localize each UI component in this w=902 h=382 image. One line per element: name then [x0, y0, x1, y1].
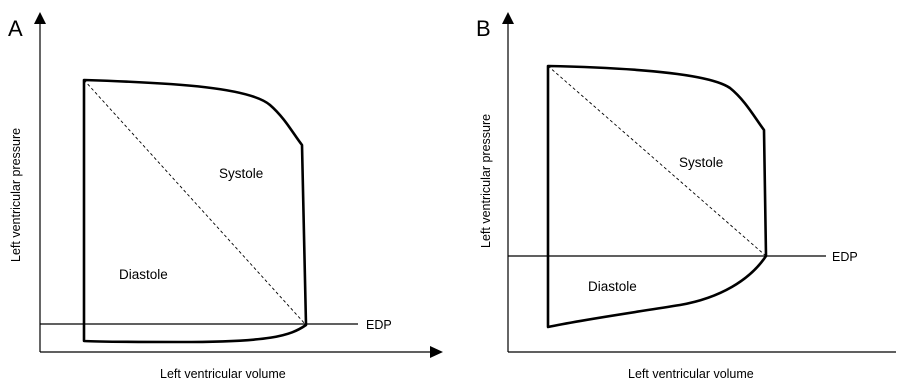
panel-b-pv-loop	[546, 64, 768, 329]
panel-a-edp-label: EDP	[366, 318, 392, 332]
panel-b-x-axis-title: Left ventricular volume	[628, 367, 754, 381]
panel-a-pv-loop	[82, 78, 308, 344]
panel-b-edp-label: EDP	[832, 250, 858, 264]
panel-a-x-axis-title: Left ventricular volume	[160, 367, 286, 381]
panel-a: A EDP Systole Diastole Left ventricular …	[8, 12, 443, 381]
panel-b-systole-label: Systole	[679, 155, 723, 170]
panel-b-diastole-label: Diastole	[588, 279, 637, 294]
panel-b-y-axis-arrow	[502, 12, 514, 24]
panel-a-y-axis-arrow	[34, 12, 46, 24]
panel-a-diagonal	[83, 79, 307, 326]
panel-a-y-axis-title: Left ventricular pressure	[9, 128, 23, 262]
panel-a-diastole-label: Diastole	[119, 267, 168, 282]
panel-b-letter: B	[476, 16, 491, 41]
panel-b: B EDP Systole Diastole Left ventricular …	[476, 12, 896, 381]
panel-b-diagonal	[547, 65, 767, 257]
panel-a-systole-label: Systole	[219, 166, 263, 181]
panel-a-x-axis-arrow	[430, 346, 443, 358]
panel-b-y-axis-title: Left ventricular pressure	[479, 114, 493, 248]
panel-a-letter: A	[8, 16, 23, 41]
